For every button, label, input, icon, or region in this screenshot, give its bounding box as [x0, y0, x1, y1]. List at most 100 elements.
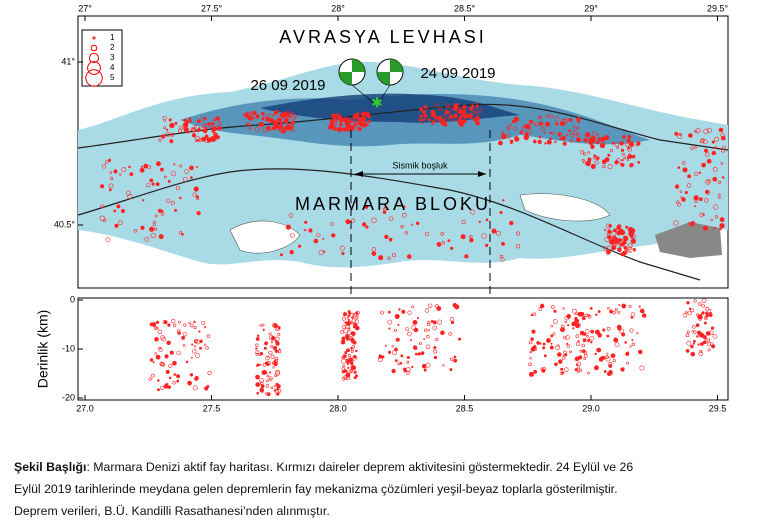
event-dot [103, 218, 107, 222]
event-dot [549, 345, 554, 350]
event-dot [211, 121, 215, 126]
event-dot [705, 311, 709, 315]
event-dot [678, 132, 682, 136]
x-tick-label: 27.0 [76, 403, 94, 413]
event-dot [556, 352, 562, 357]
event-dot [626, 361, 630, 365]
event-dot [550, 325, 553, 328]
event-dot [191, 133, 197, 138]
event-dot [577, 340, 580, 343]
event-dot [682, 167, 688, 173]
event-dot [194, 139, 198, 143]
event-dot [450, 321, 455, 325]
event-dot [399, 361, 403, 365]
event-dot [509, 220, 514, 226]
x-tick-label: 28.0 [329, 403, 347, 413]
event-dot [268, 350, 273, 355]
event-dot [367, 120, 371, 124]
event-dot [436, 116, 442, 122]
event-dot [265, 392, 269, 396]
event-dot [160, 212, 165, 216]
event-dot [349, 125, 355, 131]
event-dot [195, 136, 201, 142]
event-dot [270, 386, 274, 390]
event-dot [451, 116, 457, 122]
event-dot [695, 323, 700, 328]
event-dot [705, 190, 711, 195]
event-dot [679, 190, 683, 193]
event-dot [519, 130, 523, 135]
event-dot [404, 231, 408, 235]
event-dot [176, 379, 180, 383]
event-dot [139, 167, 145, 173]
event-dot [626, 351, 629, 354]
event-dot [290, 115, 297, 121]
event-dot [275, 369, 280, 375]
event-dot [686, 183, 692, 188]
event-dot [410, 223, 413, 226]
event-dot [575, 137, 581, 143]
event-dot [279, 253, 283, 257]
event-dot [113, 169, 118, 174]
event-dot [685, 333, 690, 338]
event-dot [606, 334, 610, 338]
event-dot [433, 103, 439, 109]
event-dot [275, 382, 279, 387]
event-dot [690, 308, 694, 313]
event-dot [422, 111, 425, 115]
event-dot [569, 350, 572, 354]
event-dot [160, 385, 165, 390]
event-dot [346, 360, 350, 364]
event-dot [614, 308, 618, 311]
event-dot [188, 321, 191, 324]
event-dot [566, 344, 570, 348]
event-dot [628, 153, 631, 156]
event-dot [100, 204, 104, 209]
event-dot [355, 126, 359, 130]
event-dot [608, 361, 613, 366]
event-dot [255, 337, 260, 341]
event-dot [268, 113, 271, 116]
event-dot [274, 326, 280, 331]
event-dot [590, 341, 593, 344]
event-dot [424, 113, 428, 118]
event-dot [533, 369, 538, 374]
event-dot [181, 335, 185, 340]
event-dot [616, 158, 621, 163]
event-dot [353, 322, 358, 328]
event-dot [353, 370, 357, 374]
event-dot [275, 390, 279, 395]
event-dot [199, 339, 203, 344]
event-dot [348, 321, 352, 325]
event-dot [364, 121, 367, 125]
event-dot [322, 237, 325, 241]
event-dot [627, 146, 630, 149]
event-dot [620, 163, 625, 167]
event-dot [617, 310, 621, 314]
event-dot [440, 121, 445, 126]
event-dot [179, 164, 183, 168]
event-dot [207, 370, 212, 376]
event-dot [322, 250, 326, 253]
event-dot [629, 141, 635, 147]
event-dot [421, 364, 427, 369]
event-dot [168, 118, 172, 122]
event-dot [607, 306, 610, 310]
event-dot [618, 303, 621, 307]
event-dot [170, 170, 177, 177]
event-dot [596, 141, 600, 145]
event-dot [352, 113, 358, 120]
event-dot [264, 341, 269, 346]
event-dot [285, 112, 291, 118]
event-dot [623, 235, 628, 241]
event-dot [499, 211, 503, 215]
event-dot [553, 116, 559, 122]
event-dot [109, 171, 113, 174]
event-dot [638, 305, 641, 308]
event-dot [387, 256, 391, 261]
event-dot [704, 148, 709, 153]
event-dot [259, 122, 265, 128]
event-dot [199, 346, 202, 350]
event-dot [696, 335, 699, 338]
event-dot [698, 332, 704, 337]
